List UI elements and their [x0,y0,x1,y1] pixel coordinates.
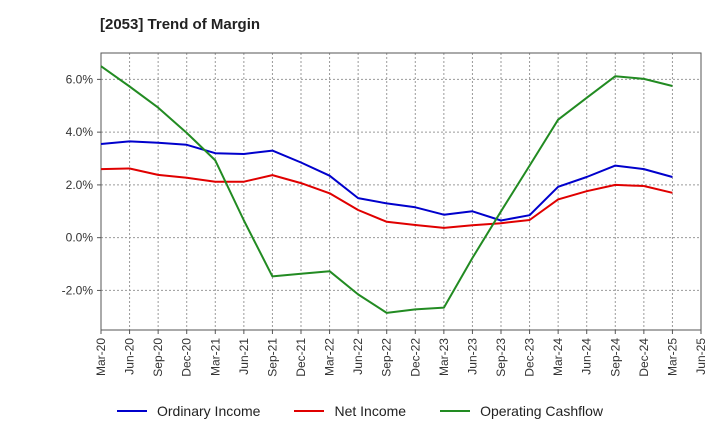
x-tick-label: Mar-24 [551,338,565,376]
legend-label: Net Income [334,403,407,419]
x-tick-label: Sep-23 [494,338,508,377]
series-line-ordinary-income [100,140,673,222]
x-tick-label: Jun-20 [123,338,137,375]
y-tick-label: -2.0% [62,283,94,297]
y-tick-label: 6.0% [66,72,94,86]
x-tick-label: Mar-22 [323,338,337,376]
line-chart: Mar-20 Jun-20 Sep-20 Dec-20 Mar-21 Jun-21 Sep-… [62,52,708,377]
grid [101,53,701,330]
y-tick-label: 2.0% [66,178,94,192]
x-tick-label: Jun-21 [237,338,251,375]
x-tick-label: Mar-20 [94,338,108,376]
x-tick-label: Dec-20 [180,338,194,377]
x-tick-label: Jun-24 [580,338,594,375]
x-tick-label: Dec-21 [294,338,308,377]
x-tick-label: Dec-23 [523,338,537,377]
legend-label: Operating Cashflow [480,403,604,419]
x-tick-label: Sep-22 [380,338,394,377]
x-tick-label: Mar-23 [437,338,451,376]
x-tick-label: Jun-22 [351,338,365,375]
x-tick-label: Sep-24 [608,338,622,377]
chart-title: [2053] Trend of Margin [100,16,261,33]
legend-swatch [294,410,325,412]
x-tick-label: Sep-20 [151,338,165,377]
x-tick-label: Mar-21 [208,338,222,376]
legend: Ordinary Income Net Income Operating Cashf… [0,403,720,419]
x-tick-label: Dec-24 [637,338,651,377]
x-tick-label: Sep-21 [265,338,279,377]
legend-label: Ordinary Income [156,403,261,419]
x-tick-label: Mar-25 [665,338,679,376]
x-tick-label: Dec-22 [408,338,422,377]
plot-frame [100,52,702,331]
y-tick-label: 0.0% [66,231,94,245]
axes [97,52,702,334]
legend-item: Net Income [294,403,406,419]
x-tick-labels: Mar-20 Jun-20 Sep-20 Dec-20 Mar-21 Jun-21 Sep-… [94,338,708,377]
y-tick-labels: -2.0% 0.0% 2.0% 4.0% 6.0% [62,72,94,297]
x-tick-label: Jun-23 [465,338,479,375]
series-line-net-income [100,167,673,229]
legend-item: Operating Cashflow [440,403,603,419]
y-tick-label: 4.0% [66,125,94,139]
legend-item: Ordinary Income [116,403,261,419]
legend-swatch [440,410,471,412]
series-lines [100,65,673,314]
legend-swatch [116,410,147,412]
series-line-operating-cashflow [100,65,673,314]
x-tick-label: Jun-25 [694,338,708,375]
